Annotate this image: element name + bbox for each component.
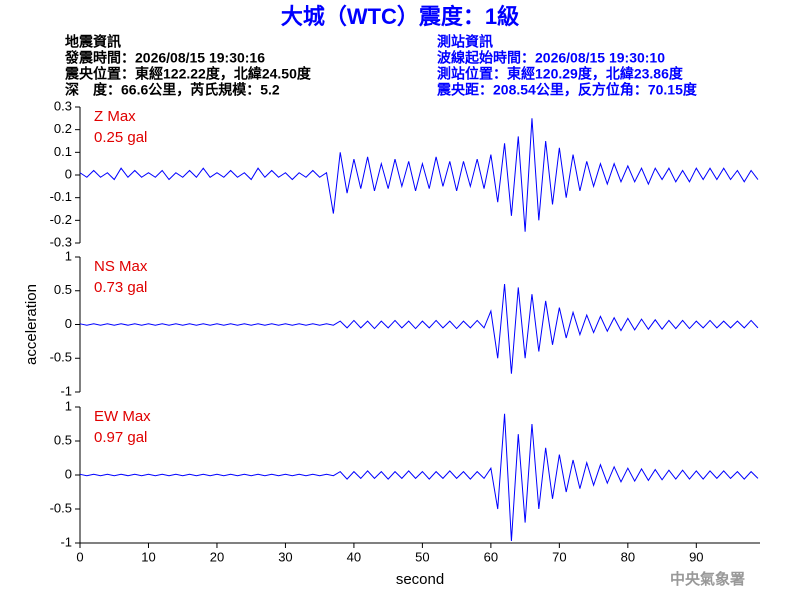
y-tick-label: -0.5	[50, 350, 72, 365]
y-tick-label: 0	[65, 166, 72, 181]
y-tick-label: -0.2	[50, 212, 72, 227]
info-line: 地震資訊	[65, 34, 121, 50]
y-axis-label: acceleration	[23, 284, 40, 365]
footer: 中央氣象署	[670, 570, 745, 588]
waveform	[79, 283, 759, 374]
y-tick-label: -1	[60, 534, 72, 549]
title: 大城（WTC）震度：1級	[281, 4, 519, 29]
info-line: 震央距：208.54公里，反方位角：70.15度	[436, 82, 698, 98]
y-tick-label: 0	[65, 466, 72, 481]
info-line: 發震時間：2026/08/15 19:30:16	[64, 50, 265, 66]
annotation: EW Max	[94, 408, 151, 425]
y-tick-label: 1	[65, 398, 72, 413]
waveform	[79, 413, 759, 541]
x-tick-label: 10	[141, 549, 155, 564]
y-tick-label: -0.5	[50, 500, 72, 515]
info-line: 波線起始時間：2026/08/15 19:30:10	[437, 50, 665, 66]
y-tick-label: -0.1	[50, 189, 72, 204]
info-line: 測站資訊	[437, 34, 493, 50]
y-tick-label: 0.5	[54, 432, 72, 447]
y-tick-label: 0	[65, 316, 72, 331]
y-tick-label: 0.5	[54, 282, 72, 297]
annotation: 0.73 gal	[94, 279, 147, 296]
info-line: 測站位置：東經120.29度，北緯23.86度	[437, 66, 684, 82]
waveform	[79, 118, 759, 232]
annotation: 0.25 gal	[94, 129, 147, 146]
x-tick-label: 60	[484, 549, 498, 564]
y-tick-label: -1	[60, 383, 72, 398]
x-tick-label: 20	[210, 549, 224, 564]
y-tick-label: 1	[65, 248, 72, 263]
info-line: 深 度：66.6公里，芮氏規模：5.2	[65, 82, 280, 98]
x-axis-label: second	[396, 571, 444, 588]
annotation: Z Max	[94, 108, 136, 125]
annotation: NS Max	[94, 258, 148, 275]
y-tick-label: 0.2	[54, 121, 72, 136]
x-tick-label: 0	[76, 549, 83, 564]
station-info: 測站資訊 波線起始時間：2026/08/15 19:30:10 測站位置：東經1…	[436, 34, 698, 98]
x-tick-label: 70	[552, 549, 566, 564]
x-tick-label: 90	[689, 549, 703, 564]
info-line: 震央位置：東經122.22度，北緯24.50度	[64, 66, 312, 82]
y-tick-label: 0.3	[54, 98, 72, 113]
x-tick-label: 30	[278, 549, 292, 564]
x-tick-label: 50	[415, 549, 429, 564]
annotation: 0.97 gal	[94, 429, 147, 446]
x-tick-label: 80	[621, 549, 635, 564]
x-tick-label: 40	[347, 549, 361, 564]
event-info: 地震資訊 發震時間：2026/08/15 19:30:16 震央位置：東經122…	[64, 34, 312, 98]
y-tick-label: -0.3	[50, 234, 72, 249]
y-tick-label: 0.1	[54, 144, 72, 159]
